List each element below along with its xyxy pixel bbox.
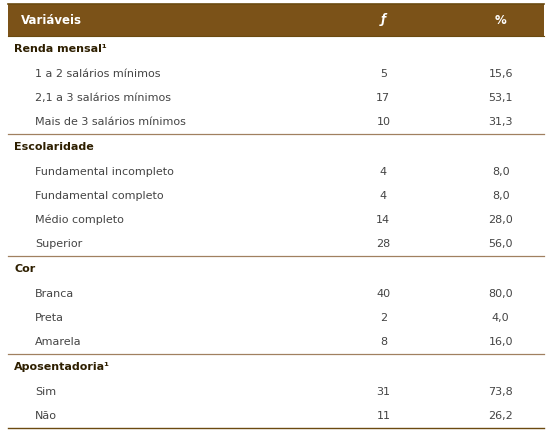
Text: 15,6: 15,6 <box>489 69 513 79</box>
Text: 11: 11 <box>376 411 390 421</box>
Text: 28,0: 28,0 <box>489 215 513 225</box>
Bar <box>8 306 544 330</box>
Text: 28: 28 <box>376 239 390 249</box>
Text: 73,8: 73,8 <box>489 387 513 397</box>
Bar <box>8 110 544 134</box>
Text: 1 a 2 salários mínimos: 1 a 2 salários mínimos <box>35 69 160 79</box>
Text: 53,1: 53,1 <box>489 93 513 103</box>
Text: 4: 4 <box>380 167 387 177</box>
Text: 56,0: 56,0 <box>489 239 513 249</box>
Bar <box>8 354 544 380</box>
Text: 80,0: 80,0 <box>489 289 513 299</box>
Text: Branca: Branca <box>35 289 74 299</box>
Text: %: % <box>495 14 507 27</box>
Text: 26,2: 26,2 <box>489 411 513 421</box>
Bar <box>8 184 544 208</box>
Bar <box>8 208 544 232</box>
Bar <box>8 232 544 256</box>
Text: 4,0: 4,0 <box>492 313 509 323</box>
Text: 31,3: 31,3 <box>489 117 513 127</box>
Text: ƒ: ƒ <box>381 14 386 27</box>
Text: Médio completo: Médio completo <box>35 215 124 225</box>
Bar <box>8 86 544 110</box>
Bar <box>8 282 544 306</box>
Text: 10: 10 <box>376 117 390 127</box>
Bar <box>8 4 544 36</box>
Text: Escolaridade: Escolaridade <box>14 142 94 152</box>
Text: Variáveis: Variáveis <box>20 14 82 27</box>
Text: Renda mensal¹: Renda mensal¹ <box>14 44 107 54</box>
Text: Sim: Sim <box>35 387 56 397</box>
Text: 8,0: 8,0 <box>492 191 509 201</box>
Text: Mais de 3 salários mínimos: Mais de 3 salários mínimos <box>35 117 185 127</box>
Bar <box>8 256 544 282</box>
Text: Amarela: Amarela <box>35 337 82 347</box>
Text: 5: 5 <box>380 69 387 79</box>
Text: Fundamental completo: Fundamental completo <box>35 191 163 201</box>
Text: Cor: Cor <box>14 264 36 274</box>
Bar <box>8 36 544 62</box>
Text: 31: 31 <box>376 387 390 397</box>
Text: 17: 17 <box>376 93 390 103</box>
Text: 8: 8 <box>380 337 387 347</box>
Bar <box>8 134 544 160</box>
Text: 14: 14 <box>376 215 390 225</box>
Text: 2: 2 <box>380 313 387 323</box>
Text: 40: 40 <box>376 289 390 299</box>
Text: Aposentadoria¹: Aposentadoria¹ <box>14 362 110 372</box>
Bar <box>8 404 544 428</box>
Text: 8,0: 8,0 <box>492 167 509 177</box>
Bar <box>8 330 544 354</box>
Text: 16,0: 16,0 <box>489 337 513 347</box>
Text: Fundamental incompleto: Fundamental incompleto <box>35 167 174 177</box>
Bar <box>8 380 544 404</box>
Text: 4: 4 <box>380 191 387 201</box>
Text: Superior: Superior <box>35 239 82 249</box>
Text: Preta: Preta <box>35 313 64 323</box>
Bar <box>8 62 544 86</box>
Text: 2,1 a 3 salários mínimos: 2,1 a 3 salários mínimos <box>35 93 171 103</box>
Text: Não: Não <box>35 411 57 421</box>
Bar <box>8 160 544 184</box>
